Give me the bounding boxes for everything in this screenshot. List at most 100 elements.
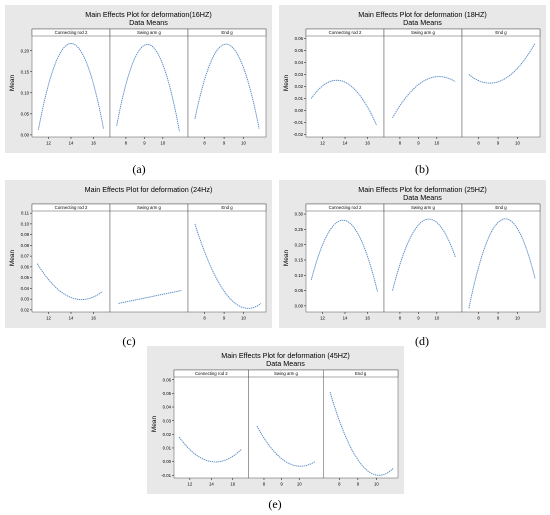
subfigure-label-a: (a)	[132, 162, 146, 176]
x-tick-label: 14	[343, 141, 348, 146]
y-tick-label: -0.02	[293, 132, 303, 137]
y-tick-label: -0.01	[161, 473, 171, 478]
x-tick-label: 16	[91, 141, 96, 146]
series-line	[37, 42, 105, 130]
x-tick-label: 9	[223, 316, 226, 321]
x-tick-label: 8	[338, 482, 341, 487]
y-tick-label: 0.10	[21, 90, 30, 95]
panel-label: Connecting rod 2	[329, 30, 362, 35]
y-tick-label: 0.05	[295, 288, 304, 293]
y-tick-label: 0.06	[21, 264, 30, 269]
panel-label: Swing arm g	[411, 30, 435, 35]
panel-frame	[173, 369, 249, 479]
panel-frame	[383, 203, 463, 313]
x-tick-label: 8	[203, 141, 206, 146]
x-tick-label: 9	[143, 141, 146, 146]
x-tick-label: 14	[69, 141, 74, 146]
panel-frame	[109, 28, 189, 138]
x-tick-label: 12	[46, 316, 51, 321]
chart-a: Main Effects Plot for deformation(16HZ) D…	[5, 5, 272, 153]
panel-label: End g	[221, 30, 233, 35]
y-tick-label: 0.05	[295, 48, 304, 53]
panel-label: End g	[495, 30, 507, 35]
y-tick-label: 0.00	[21, 132, 30, 137]
x-tick-label: 10	[241, 316, 246, 321]
y-tick-label: 0.11	[21, 211, 30, 216]
panel-label: End g	[495, 205, 507, 210]
panel-frame	[305, 203, 385, 313]
subfigure-label-c: (c)	[122, 334, 136, 348]
panel-frame	[109, 203, 189, 313]
y-tick-label: -0.01	[293, 120, 303, 125]
x-tick-label: 10	[434, 316, 439, 321]
chart-c: Main Effects Plot for deformation (24Hz)…	[5, 180, 272, 328]
chart-d: Main Effects Plot for deformation (25HZ)…	[279, 180, 546, 328]
chart-title: Main Effects Plot for deformation (24Hz)	[85, 185, 213, 194]
x-tick-label: 10	[374, 482, 379, 487]
y-tick-label: 0.09	[21, 232, 30, 237]
x-tick-label: 8	[263, 482, 266, 487]
chart-svg-a: Main Effects Plot for deformation(16HZ)D…	[9, 10, 267, 146]
y-tick-label: 0.04	[295, 60, 304, 65]
y-tick-label: 0.05	[21, 275, 30, 280]
x-tick-label: 16	[365, 316, 370, 321]
y-tick-label: 0.10	[21, 221, 30, 226]
y-axis-label: Mean	[283, 249, 290, 266]
x-tick-label: 10	[515, 141, 520, 146]
y-tick-label: 0.06	[295, 36, 304, 41]
x-tick-label: 14	[209, 482, 214, 487]
chart-svg-c: Main Effects Plot for deformation (24Hz)…	[9, 185, 267, 321]
y-tick-label: 0.02	[21, 307, 30, 312]
panel-frame	[31, 203, 111, 313]
series-line	[468, 218, 536, 309]
panel-label: Swing arm g	[137, 30, 161, 35]
y-tick-label: 0.01	[163, 446, 172, 451]
chart-svg-d: Main Effects Plot for deformation (25HZ)…	[283, 185, 541, 321]
panel-label: Connecting rod 2	[195, 371, 228, 376]
panel-label: Connecting rod 2	[329, 205, 362, 210]
panel-frame	[461, 203, 541, 313]
panel-label: Connecting rod 2	[55, 205, 88, 210]
x-tick-label: 8	[477, 316, 480, 321]
y-tick-label: 0.15	[295, 258, 304, 263]
chart-b: Main Effects Plot for deformation (18HZ)…	[279, 5, 546, 153]
y-tick-label: 0.07	[21, 254, 30, 259]
panel-label: End g	[221, 205, 233, 210]
chart-subtitle: Data Means	[266, 359, 305, 368]
series-line	[392, 76, 456, 118]
chart-subtitle: Data Means	[403, 193, 442, 202]
x-tick-label: 8	[203, 316, 206, 321]
x-tick-label: 8	[477, 141, 480, 146]
chart-title: Main Effects Plot for deformation (25HZ)	[358, 185, 487, 194]
series-line	[194, 223, 262, 309]
series-line	[194, 43, 260, 129]
panel-strip	[323, 369, 399, 378]
x-tick-label: 9	[357, 482, 360, 487]
x-tick-label: 8	[399, 141, 402, 146]
series-line	[178, 436, 242, 463]
panel-strip	[461, 28, 541, 37]
x-tick-label: 10	[160, 141, 165, 146]
subfigure-label-d: (d)	[415, 334, 429, 348]
y-tick-label: 0.05	[21, 111, 30, 116]
panel-label: Swing arm g	[137, 205, 161, 210]
x-tick-label: 9	[280, 482, 283, 487]
panel-strip	[461, 203, 541, 212]
x-tick-label: 8	[125, 141, 128, 146]
y-tick-label: 0.03	[163, 418, 172, 423]
x-tick-label: 10	[515, 316, 520, 321]
panel-strip	[187, 28, 267, 37]
y-tick-label: 0.30	[295, 212, 304, 217]
x-tick-label: 16	[230, 482, 235, 487]
x-tick-label: 9	[497, 316, 500, 321]
x-tick-label: 9	[417, 141, 420, 146]
y-axis-label: Mean	[151, 415, 158, 432]
panel-frame	[323, 369, 399, 479]
y-tick-label: 0.02	[163, 432, 172, 437]
x-tick-label: 16	[365, 141, 370, 146]
series-line	[468, 42, 536, 84]
x-tick-label: 12	[320, 141, 325, 146]
chart-subtitle: Data Means	[129, 18, 168, 27]
chart-title: Main Effects Plot for deformation (45HZ)	[221, 351, 350, 360]
y-axis-label: Mean	[283, 74, 290, 91]
